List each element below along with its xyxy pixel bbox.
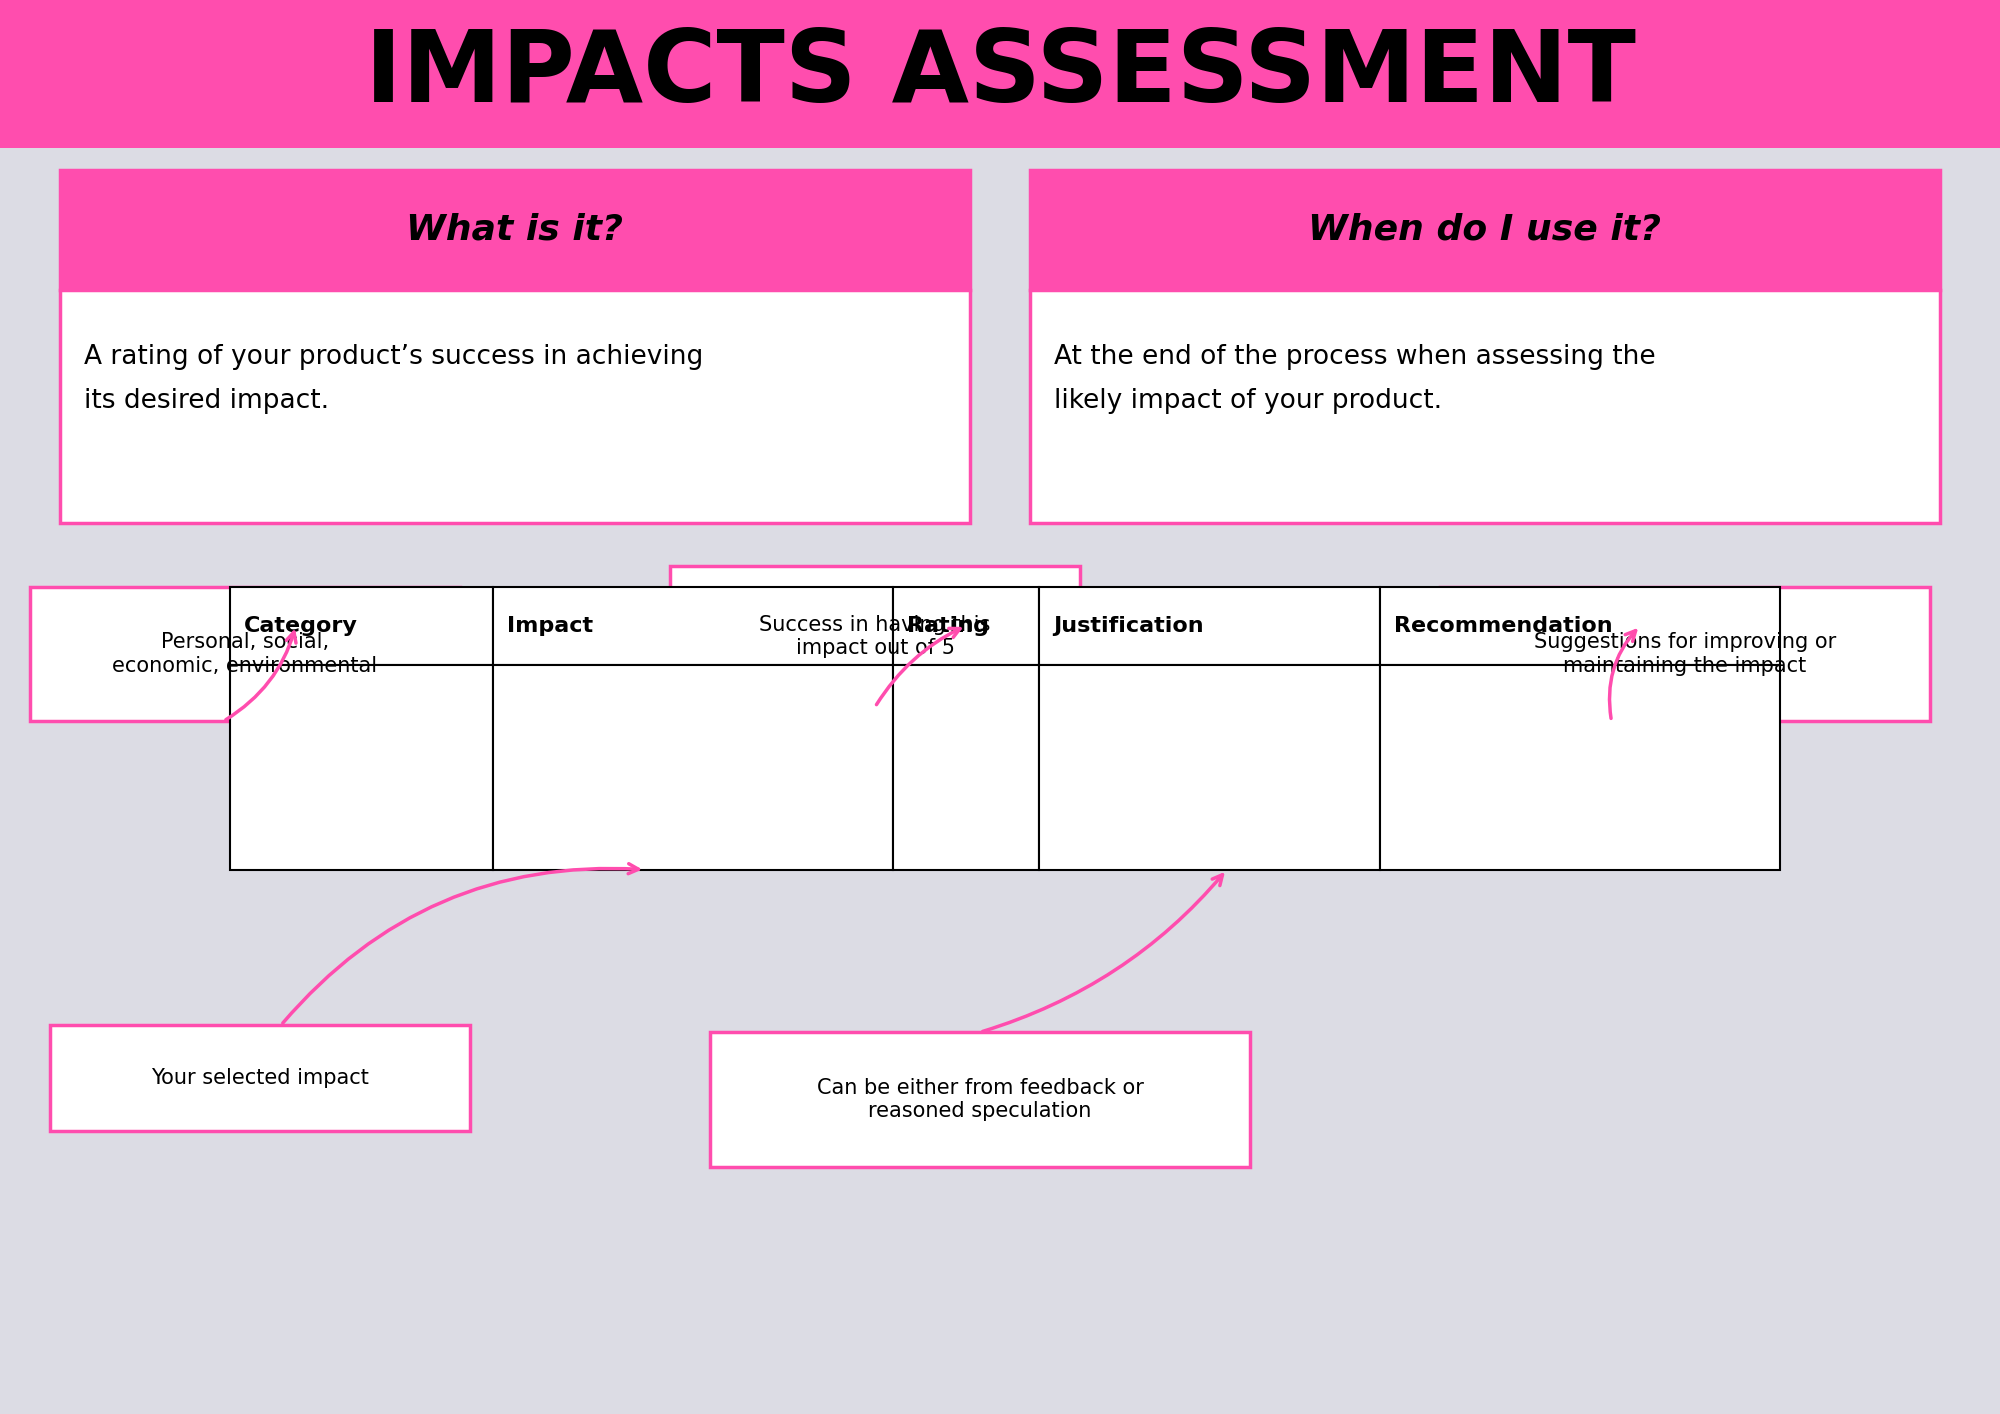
Text: A rating of your product’s success in achieving
its desired impact.: A rating of your product’s success in ac… [84, 344, 704, 413]
Text: Recommendation: Recommendation [1394, 615, 1612, 636]
FancyBboxPatch shape [1440, 587, 1930, 721]
Text: What is it?: What is it? [406, 212, 624, 247]
FancyBboxPatch shape [50, 1025, 470, 1131]
Text: Impact: Impact [508, 615, 594, 636]
FancyBboxPatch shape [1030, 290, 1940, 523]
Text: Personal, social,
economic, environmental: Personal, social, economic, environmenta… [112, 632, 378, 676]
FancyBboxPatch shape [494, 587, 892, 665]
FancyBboxPatch shape [0, 0, 2000, 148]
FancyBboxPatch shape [892, 587, 1040, 665]
FancyBboxPatch shape [1380, 587, 1780, 665]
FancyBboxPatch shape [60, 170, 970, 290]
FancyBboxPatch shape [1030, 170, 1940, 290]
FancyBboxPatch shape [1040, 587, 1380, 665]
FancyBboxPatch shape [670, 566, 1080, 707]
FancyBboxPatch shape [30, 587, 460, 721]
Text: Category: Category [244, 615, 358, 636]
Text: When do I use it?: When do I use it? [1308, 212, 1662, 247]
Text: Justification: Justification [1054, 615, 1204, 636]
Text: At the end of the process when assessing the
likely impact of your product.: At the end of the process when assessing… [1054, 344, 1656, 413]
Text: IMPACTS ASSESSMENT: IMPACTS ASSESSMENT [364, 25, 1636, 123]
FancyBboxPatch shape [494, 665, 892, 870]
FancyBboxPatch shape [1380, 665, 1780, 870]
Text: Rating: Rating [906, 615, 988, 636]
FancyBboxPatch shape [710, 1032, 1250, 1167]
FancyBboxPatch shape [230, 587, 494, 665]
Text: Suggestions for improving or
maintaining the impact: Suggestions for improving or maintaining… [1534, 632, 1836, 676]
Text: Success in having this
impact out of 5: Success in having this impact out of 5 [760, 615, 990, 658]
FancyBboxPatch shape [1040, 665, 1380, 870]
Text: Your selected impact: Your selected impact [152, 1068, 368, 1089]
Text: Can be either from feedback or
reasoned speculation: Can be either from feedback or reasoned … [816, 1077, 1144, 1121]
FancyBboxPatch shape [892, 665, 1040, 870]
FancyBboxPatch shape [60, 290, 970, 523]
FancyBboxPatch shape [230, 665, 494, 870]
